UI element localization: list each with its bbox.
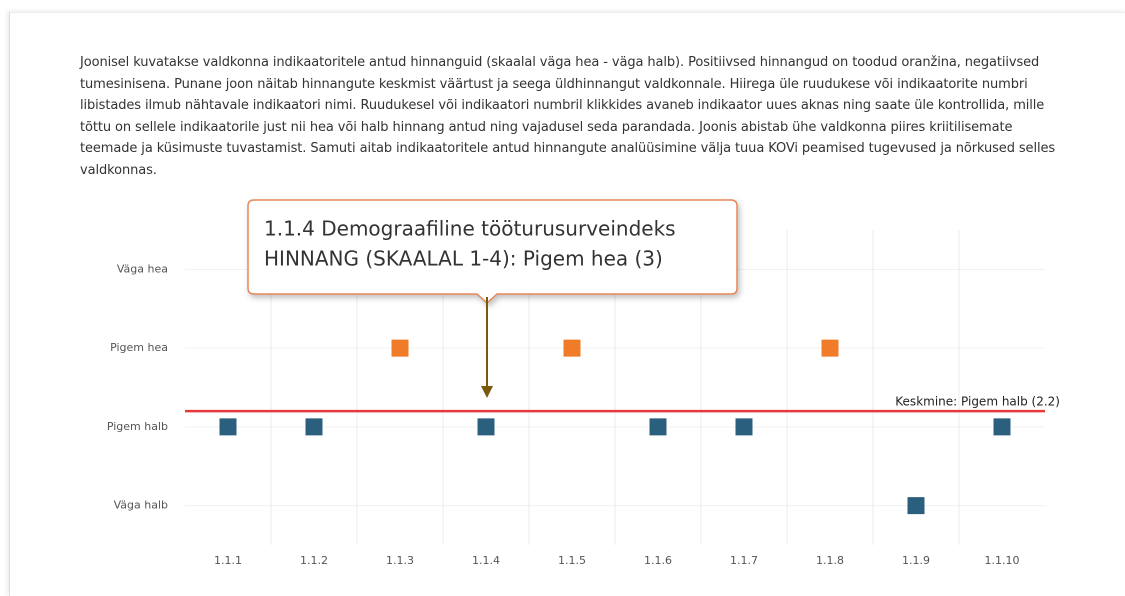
y-tick-label: Väga halb — [114, 499, 168, 512]
intro-text: Joonisel kuvatakse valdkonna indikaatori… — [80, 55, 1056, 178]
x-tick-label[interactable]: 1.1.2 — [300, 554, 328, 567]
x-tick-label[interactable]: 1.1.5 — [558, 554, 586, 567]
marker[interactable] — [821, 339, 839, 357]
arrow-head — [481, 386, 493, 398]
y-tick-label: Pigem halb — [107, 420, 168, 433]
y-tick-label: Väga hea — [117, 262, 168, 275]
marker[interactable] — [305, 418, 323, 436]
x-tick-label[interactable]: 1.1.6 — [644, 554, 672, 567]
marker[interactable] — [219, 418, 237, 436]
marker[interactable] — [391, 339, 409, 357]
x-tick-label[interactable]: 1.1.8 — [816, 554, 844, 567]
x-tick-label[interactable]: 1.1.9 — [902, 554, 930, 567]
marker[interactable] — [907, 497, 925, 515]
x-tick-label[interactable]: 1.1.10 — [985, 554, 1020, 567]
marker[interactable] — [477, 418, 495, 436]
marker[interactable] — [993, 418, 1011, 436]
marker[interactable] — [649, 418, 667, 436]
panel — [9, 12, 1125, 596]
annotation-arrow — [481, 297, 493, 398]
y-tick-label: Pigem hea — [110, 341, 168, 354]
tooltip-title: 1.1.4 Demograafiline tööturusurveindeks — [264, 217, 676, 241]
tooltip-text: HINNANG (SKAALAL 1-4): Pigem hea (3) — [264, 247, 663, 271]
tooltip-box — [247, 199, 738, 305]
x-tick-label[interactable]: 1.1.7 — [730, 554, 758, 567]
x-tick-label[interactable]: 1.1.1 — [214, 554, 242, 567]
mean-label: Keskmine: Pigem halb (2.2) — [895, 395, 1060, 409]
marks: Keskmine: Pigem halb (2.2) — [185, 339, 1060, 515]
marker[interactable] — [735, 418, 753, 436]
x-tick-label[interactable]: 1.1.4 — [472, 554, 500, 567]
tooltip: 1.1.4 Demograafiline tööturusurveindeks … — [247, 199, 738, 305]
x-tick-label[interactable]: 1.1.3 — [386, 554, 414, 567]
marker[interactable] — [563, 339, 581, 357]
